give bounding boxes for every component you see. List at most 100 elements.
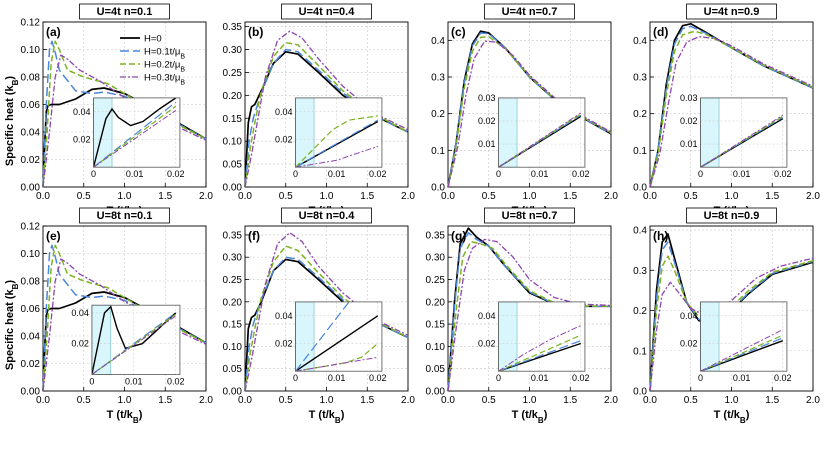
y-tick-label: 0.06 (21, 304, 41, 315)
inset-x-tick-label: 0 (89, 377, 94, 387)
inset-y-tick-label: 0.04 (71, 308, 89, 318)
x-tick-label: 0.0 (238, 191, 252, 202)
inset-shaded-region (498, 301, 518, 372)
inset-series (498, 112, 582, 168)
chart-panel-b: U=4t n=0.40.000.050.100.150.200.250.300.… (223, 3, 415, 221)
y-tick-label: 0.0 (431, 183, 445, 194)
series-line (42, 244, 207, 392)
x-tick-label: 1.5 (360, 395, 374, 406)
x-axis-label: T (t/kB) (714, 409, 750, 425)
y-tick-label: 0.25 (426, 275, 446, 286)
y-tick-label: 0.00 (223, 183, 243, 194)
inset-y-tick-label: 0.02 (275, 134, 293, 144)
inset-series (700, 114, 784, 168)
inset-frame (91, 304, 181, 375)
inset-y-tick-label: 0.04 (478, 311, 496, 321)
y-tick-label: 0.06 (21, 100, 41, 111)
y-tick-label: 0.10 (21, 249, 41, 260)
x-tick-label: 0.0 (36, 191, 50, 202)
title-box (79, 3, 170, 20)
y-tick-label: 0.04 (21, 332, 41, 343)
series-line (244, 232, 409, 392)
inset-series-line (700, 334, 784, 372)
y-tick-label: 0.12 (21, 222, 41, 233)
y-tick-label: 0.00 (21, 387, 41, 398)
panel-title: U=8t n=0.7 (502, 210, 558, 222)
inset-y-tick-label: 0.03 (478, 93, 496, 103)
inset-x-tick-label: 0.02 (774, 169, 792, 179)
chart-panel-d: U=4t n=0.9 0.0 0.1 0.2 0.3 0.4 0.0 0.5 1.0 1.5 2.0… (633, 3, 820, 221)
inset-series-line (498, 334, 582, 372)
inset-frame (700, 97, 788, 168)
chart-panel-a: U=4t n=0.10.000.020.040.060.080.100.120.… (21, 3, 213, 221)
inset-y-tick-label: 0.02 (73, 134, 91, 144)
series-line (649, 30, 814, 188)
y-tick-label: 0.4 (633, 36, 647, 47)
inset-series-line (295, 145, 378, 168)
inset-frame (295, 301, 383, 372)
inset-y-tick-label: 0.04 (275, 107, 293, 117)
inset-series-line (295, 315, 379, 372)
y-tick-label: 0.0 (633, 183, 647, 194)
x-tick-label: 0.5 (684, 191, 698, 202)
chart-panel-c: U=4t n=0.7 0.0 0.1 0.2 0.3 0.4 0.0 0.5 1.0 1.5 2.0… (431, 3, 618, 221)
y-tick-label: 0.10 (21, 45, 41, 56)
inset-y-tick-label: 0.04 (680, 311, 698, 321)
x-tick-label: 1.5 (563, 395, 577, 406)
x-tick-label: 0.5 (482, 395, 496, 406)
series-line (649, 257, 814, 392)
inset-x-tick-label: 0.02 (774, 373, 792, 383)
series-line (244, 30, 409, 188)
inset-x-tick-label: 0 (496, 169, 501, 179)
inset-y-tick-label: 0.02 (478, 338, 496, 348)
y-tick-label: 0.00 (426, 387, 446, 398)
y-tick-label: 0.04 (21, 128, 41, 139)
inset-x-tick-label: 0 (293, 169, 298, 179)
panel-label: (h) (653, 229, 668, 243)
inset-y-tick-label: 0.04 (73, 107, 91, 117)
series-line (244, 48, 409, 188)
x-tick-label: 2.0 (806, 395, 820, 406)
inset-frame (700, 301, 788, 372)
y-tick-label: 0.08 (21, 277, 41, 288)
x-tick-label: 2.0 (401, 395, 415, 406)
inset-y-tick-label: 0.02 (71, 339, 89, 349)
inset-series-line (295, 356, 378, 372)
y-tick-label: 0.35 (223, 230, 243, 241)
x-tick-label: 1.0 (320, 395, 334, 406)
inset-frame (498, 97, 586, 168)
x-tick-label: 2.0 (199, 191, 213, 202)
inset-y-tick-label: 0.01 (680, 139, 698, 149)
inset: 0.02 0.04 0 0.01 0.02 (275, 97, 387, 179)
y-tick-label: 0.2 (633, 109, 647, 120)
x-tick-label: 0.5 (482, 191, 496, 202)
inset-x-tick-label: 0.01 (531, 169, 549, 179)
inset-series-line (295, 343, 379, 372)
panel-title: U=4t n=0.9 (704, 6, 760, 18)
x-tick-label: 0.0 (643, 191, 657, 202)
title-box (79, 207, 170, 224)
x-tick-label: 1.0 (118, 395, 132, 406)
panel-title: U=4t n=0.4 (299, 6, 356, 18)
x-tick-label: 1.5 (765, 191, 779, 202)
y-tick-label: 0.00 (21, 183, 41, 194)
x-axis-label: T (t/kB) (512, 409, 548, 425)
inset-series (91, 305, 177, 375)
inset-x-tick-label: 0 (91, 169, 96, 179)
x-tick-label: 1.5 (563, 191, 577, 202)
x-tick-label: 0.0 (36, 395, 50, 406)
y-tick-label: 0.30 (223, 253, 243, 264)
x-tick-label: 0.5 (77, 191, 91, 202)
panel-label: (f) (248, 229, 260, 243)
y-tick-label: 0.2 (633, 306, 647, 317)
inset-x-tick-label: 0.01 (733, 169, 751, 179)
series-line (447, 40, 612, 188)
inset-y-tick-label: 0.03 (680, 93, 698, 103)
inset-series (700, 329, 784, 372)
inset-series (295, 115, 379, 168)
inset-series-line (295, 115, 378, 168)
y-tick-label: 0.12 (21, 18, 41, 29)
y-tick-label: 0.10 (223, 342, 243, 353)
inset-x-tick-label: 0 (496, 373, 501, 383)
panel-title: U=4t n=0.7 (502, 6, 558, 18)
